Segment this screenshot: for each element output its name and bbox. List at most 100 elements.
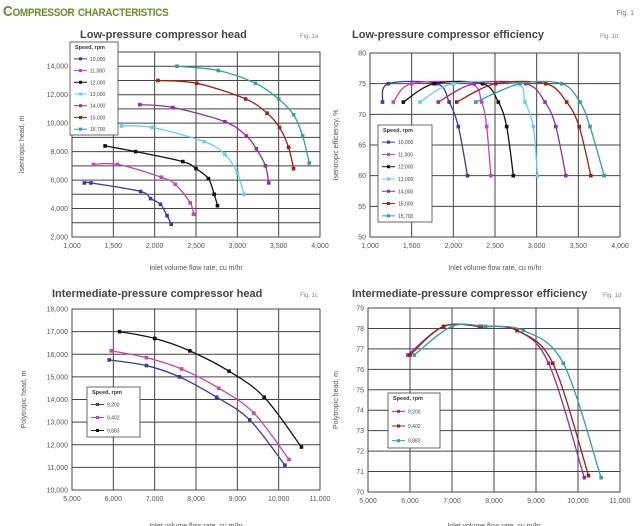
legend-marker [397,424,400,428]
data-point [109,349,114,353]
data-point [441,324,446,329]
y-axis-label: Polytropic head, m [333,371,340,429]
data-point [266,181,271,185]
legend-entry: 15,700 [90,127,106,133]
data-point [180,159,185,164]
x-tick-label: 2,500 [187,243,205,250]
data-point [515,328,519,333]
legend-marker [79,92,82,96]
data-point [307,161,312,165]
x-axis-label: Inlet volume flow rate, cu m/hr [149,523,243,526]
data-point [253,81,258,86]
data-point [564,100,569,104]
y-tick-label: 79 [356,306,364,313]
x-tick-label: 8,000 [187,496,205,503]
data-point [242,192,246,197]
y-tick-label: 65 [358,143,366,150]
series-line [419,80,539,176]
x-tick-label: 11,000 [610,498,631,505]
chart-title: Low-pressure compressor efficiency [352,29,545,41]
figure-label: Fig. 1b [600,34,619,40]
series-line [392,80,492,176]
data-point [158,202,163,207]
series-9,200 [107,358,287,467]
data-point [299,445,304,449]
data-point [454,100,459,104]
data-point [223,152,227,157]
legend-entry: 14,000 [90,104,106,110]
data-point [401,100,406,104]
legend-entry: 13,000 [398,177,414,183]
data-point [386,81,391,86]
data-point [244,134,249,138]
x-tick-label: 6,000 [401,498,419,505]
y-tick-label: 78 [356,326,364,333]
data-point [206,176,211,181]
data-point [165,213,169,218]
series-14,000 [436,80,568,178]
y-tick-label: 8,000 [50,149,68,156]
series-15,700 [474,80,606,178]
data-point [252,411,256,415]
legend-box [387,392,441,449]
y-tick-label: 2,000 [50,235,68,242]
legend-entry: 15,000 [398,202,414,208]
data-point [202,139,207,144]
data-point [179,367,184,371]
x-tick-label: 3,000 [229,243,247,250]
data-point [82,181,87,185]
legend: Speed, rpm 10,000 11,000 12,000 13,000 14,000… [69,41,119,136]
x-tick-label: 5,000 [359,498,377,505]
series-line [111,350,290,460]
data-point [223,119,227,124]
data-point [564,173,568,178]
y-tick-label: 60 [358,173,366,180]
data-point [177,375,182,379]
x-axis-label: Inlet volume flow rate, cu m/hr [149,265,243,272]
series-12,000 [401,80,516,178]
x-tick-label: 3,500 [270,243,288,250]
data-point [409,81,414,86]
data-point [586,473,591,478]
legend-title: Speed, rpm [75,45,105,51]
x-tick-label: 1,000 [361,243,379,250]
data-point [148,196,153,201]
legend-box [69,41,119,136]
series-13,000 [418,80,540,178]
data-point [89,181,93,185]
data-point [472,81,476,86]
y-tick-label: 77 [356,346,364,353]
legend-entry: 9,883 [107,429,120,435]
data-point [456,124,461,129]
x-tick-label: 2,000 [445,243,463,250]
data-point [291,112,296,117]
legend-marker [79,115,82,119]
data-point [582,475,587,480]
y-tick-label: 4,000 [50,206,68,213]
y-tick-label: 80 [358,51,366,58]
data-point [227,369,231,374]
legend-entry: 10,000 [90,57,106,63]
legend: Speed, rpm 10,000 11,000 12,000 13,000 14,000… [377,124,433,223]
x-axis-label: Inlet volume flow rate, cu m/hr [447,523,541,526]
data-point [107,358,111,362]
series-15,000 [454,80,593,178]
y-tick-label: 12,000 [47,442,69,449]
data-point [465,173,470,178]
data-point [480,81,485,86]
data-point [504,124,509,129]
series-line [119,330,302,448]
data-point [496,100,501,104]
legend-entry: 9,883 [408,439,421,445]
data-point [214,395,219,400]
data-point [589,173,593,178]
data-point [191,212,196,217]
data-point [254,146,259,151]
y-axis-label: Isentropic head, m [19,116,26,174]
data-point [117,329,122,334]
chart-2: Low-pressure compressor efficiency Fig. 1… [333,29,629,272]
data-point [215,203,220,208]
data-point [554,124,558,129]
data-point [247,418,252,422]
